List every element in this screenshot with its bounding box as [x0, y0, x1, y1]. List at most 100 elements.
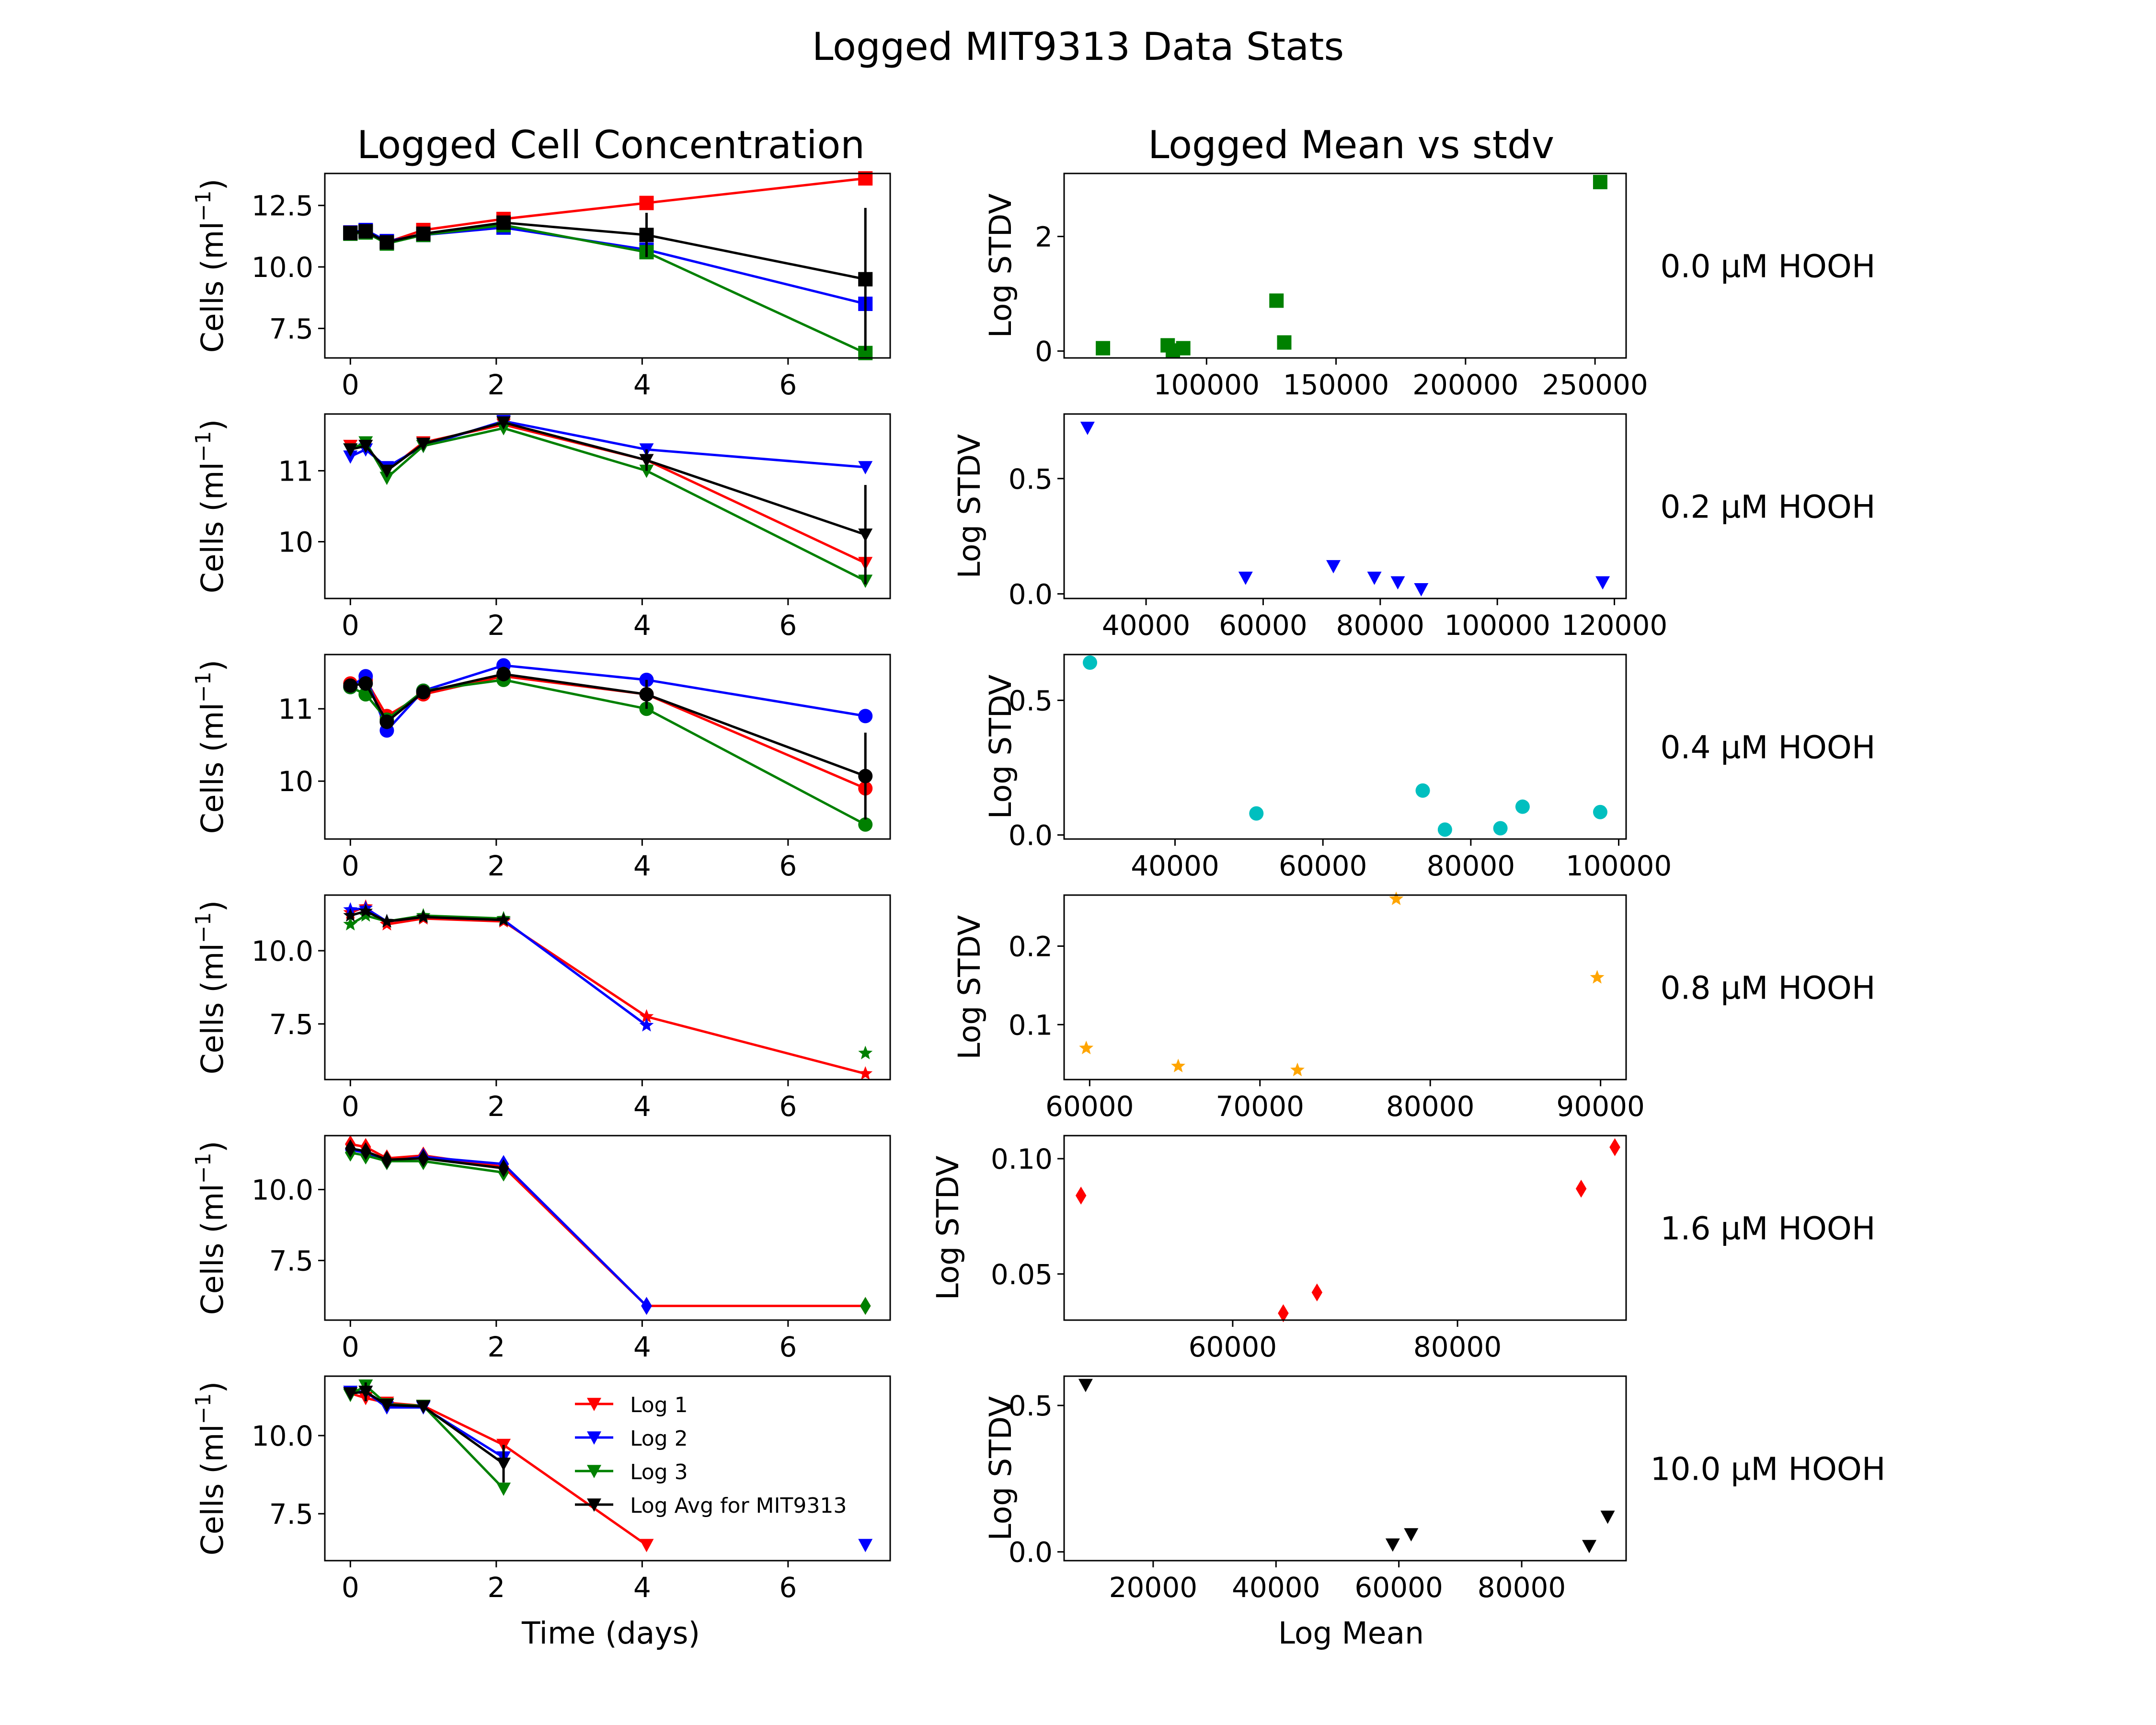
data-point — [858, 1066, 873, 1080]
hooh-concentration-label: 1.6 µM HOOH — [1660, 1210, 1875, 1247]
right-x-axis-label: Log Mean — [1278, 1616, 1424, 1651]
left-panel-row-0: 0 2 4 6 7.5 10.0 12.5 Cells (ml−1) — [191, 171, 891, 401]
data-point — [639, 1009, 654, 1023]
x-tick-label: 100000 — [1444, 609, 1550, 642]
data-point — [860, 1297, 871, 1315]
data-layer — [343, 658, 873, 832]
y-axis-label-exponent: −1 — [191, 1152, 216, 1184]
data-point — [639, 1539, 654, 1552]
y-tick-label: 0.2 — [1009, 930, 1053, 963]
data-layer — [343, 415, 873, 588]
data-layer — [343, 899, 873, 1080]
right-column-title: Logged Mean vs stdv — [1148, 123, 1554, 167]
y-axis-label-exponent: −1 — [191, 431, 216, 462]
y-axis-label-main: Cells (ml — [195, 1424, 230, 1555]
data-point — [379, 914, 394, 928]
data-point — [639, 1018, 654, 1032]
x-tick-label: 2 — [487, 850, 505, 882]
data-point — [639, 196, 654, 210]
y-axis-label: Cells (ml−1) — [191, 1141, 230, 1315]
y-axis-label-close: ) — [195, 1141, 230, 1153]
right-panel-row-3: 60000 70000 80000 90000 0.1 0.2 0.8 µM HOOH Log… — [952, 891, 1876, 1123]
legend-marker — [587, 1431, 601, 1445]
y-axis-label-close: ) — [195, 900, 230, 912]
axes-frame — [1063, 894, 1627, 1081]
data-point — [379, 472, 394, 485]
data-point — [416, 437, 431, 451]
x-tick-label: 80000 — [1427, 850, 1515, 882]
x-tick-label: 40000 — [1131, 850, 1219, 882]
data-point — [381, 1150, 392, 1169]
x-tick-label: 0 — [342, 368, 359, 401]
data-point — [641, 1297, 652, 1315]
y-axis-label-main: Cells (ml — [195, 462, 230, 593]
hooh-concentration-label: 0.2 µM HOOH — [1660, 489, 1875, 526]
x-tick-label: 60000 — [1219, 609, 1307, 642]
y-tick-label: 10.0 — [252, 935, 313, 967]
left-panel-row-2: 0 2 4 6 10 11 Cells (ml−1) — [191, 654, 891, 882]
data-point — [358, 1385, 373, 1399]
x-tick-label: 4 — [633, 368, 651, 401]
legend-entry-2: Log 3 — [575, 1460, 688, 1484]
x-tick-label: 6 — [779, 609, 797, 642]
data-point — [496, 912, 511, 926]
x-tick-label: 40000 — [1232, 1571, 1320, 1604]
data-point — [358, 676, 373, 691]
axes-frame — [1063, 1375, 1627, 1562]
x-tick-label: 0 — [342, 1571, 359, 1604]
data-point — [1075, 1186, 1087, 1205]
data-point — [1278, 1304, 1289, 1322]
x-tick-label: 4 — [633, 1331, 651, 1363]
data-layer — [1080, 422, 1610, 597]
data-point — [1277, 335, 1292, 350]
x-tick-label: 60000 — [1279, 850, 1367, 882]
x-tick-label: 100000 — [1566, 850, 1672, 882]
y-tick-label: 0.5 — [1009, 685, 1053, 717]
x-tick-label: 90000 — [1556, 1090, 1645, 1123]
x-tick-label: 2 — [487, 1090, 505, 1123]
y-axis-label-main: Cells (ml — [195, 702, 230, 834]
data-point — [1609, 1138, 1620, 1156]
y-tick-label: 0 — [1035, 335, 1053, 368]
data-point — [358, 903, 373, 918]
data-point — [1600, 1510, 1615, 1524]
x-tick-label: 4 — [633, 1090, 651, 1123]
axes-frame — [324, 654, 891, 840]
data-point — [858, 1046, 873, 1059]
data-point — [379, 235, 394, 250]
legend-marker — [587, 1465, 601, 1478]
data-point — [639, 464, 654, 478]
y-axis-label: Log STDV — [983, 194, 1018, 338]
data-point — [858, 528, 873, 542]
x-tick-label: 6 — [779, 368, 797, 401]
data-point — [1326, 560, 1341, 574]
data-point — [416, 1400, 431, 1414]
data-point — [858, 769, 873, 783]
data-point — [1238, 571, 1253, 585]
right-panel-row-4: 60000 80000 0.05 0.10 1.6 µM HOOH Log STDV — [930, 1135, 1876, 1363]
x-tick-label: 4 — [633, 850, 651, 882]
y-tick-label: 0.10 — [991, 1143, 1053, 1175]
legend-entry-1: Log 2 — [575, 1426, 688, 1451]
x-tick-label: 6 — [779, 1571, 797, 1604]
data-point — [496, 215, 511, 230]
x-tick-label: 60000 — [1045, 1090, 1134, 1123]
series-log-avg-for-mit9313 — [343, 416, 873, 585]
data-point — [1079, 1040, 1094, 1055]
data-layer — [1078, 1379, 1615, 1553]
right-panel-row-1: 40000 60000 80000 100000 120000 0.0 0.5 0.2 µM … — [952, 413, 1876, 642]
data-layer — [1079, 891, 1605, 1077]
data-point — [345, 1139, 356, 1158]
data-layer — [1083, 655, 1607, 837]
x-tick-label: 80000 — [1478, 1571, 1566, 1604]
y-tick-label: 2 — [1035, 221, 1053, 253]
y-tick-label: 10.0 — [252, 251, 313, 284]
hooh-concentration-label: 0.4 µM HOOH — [1660, 729, 1875, 766]
data-point — [858, 461, 873, 475]
data-point — [1269, 293, 1284, 308]
y-axis-label: Cells (ml−1) — [191, 419, 230, 594]
axes-frame — [324, 894, 891, 1081]
data-point — [343, 908, 358, 922]
data-layer — [343, 171, 873, 360]
